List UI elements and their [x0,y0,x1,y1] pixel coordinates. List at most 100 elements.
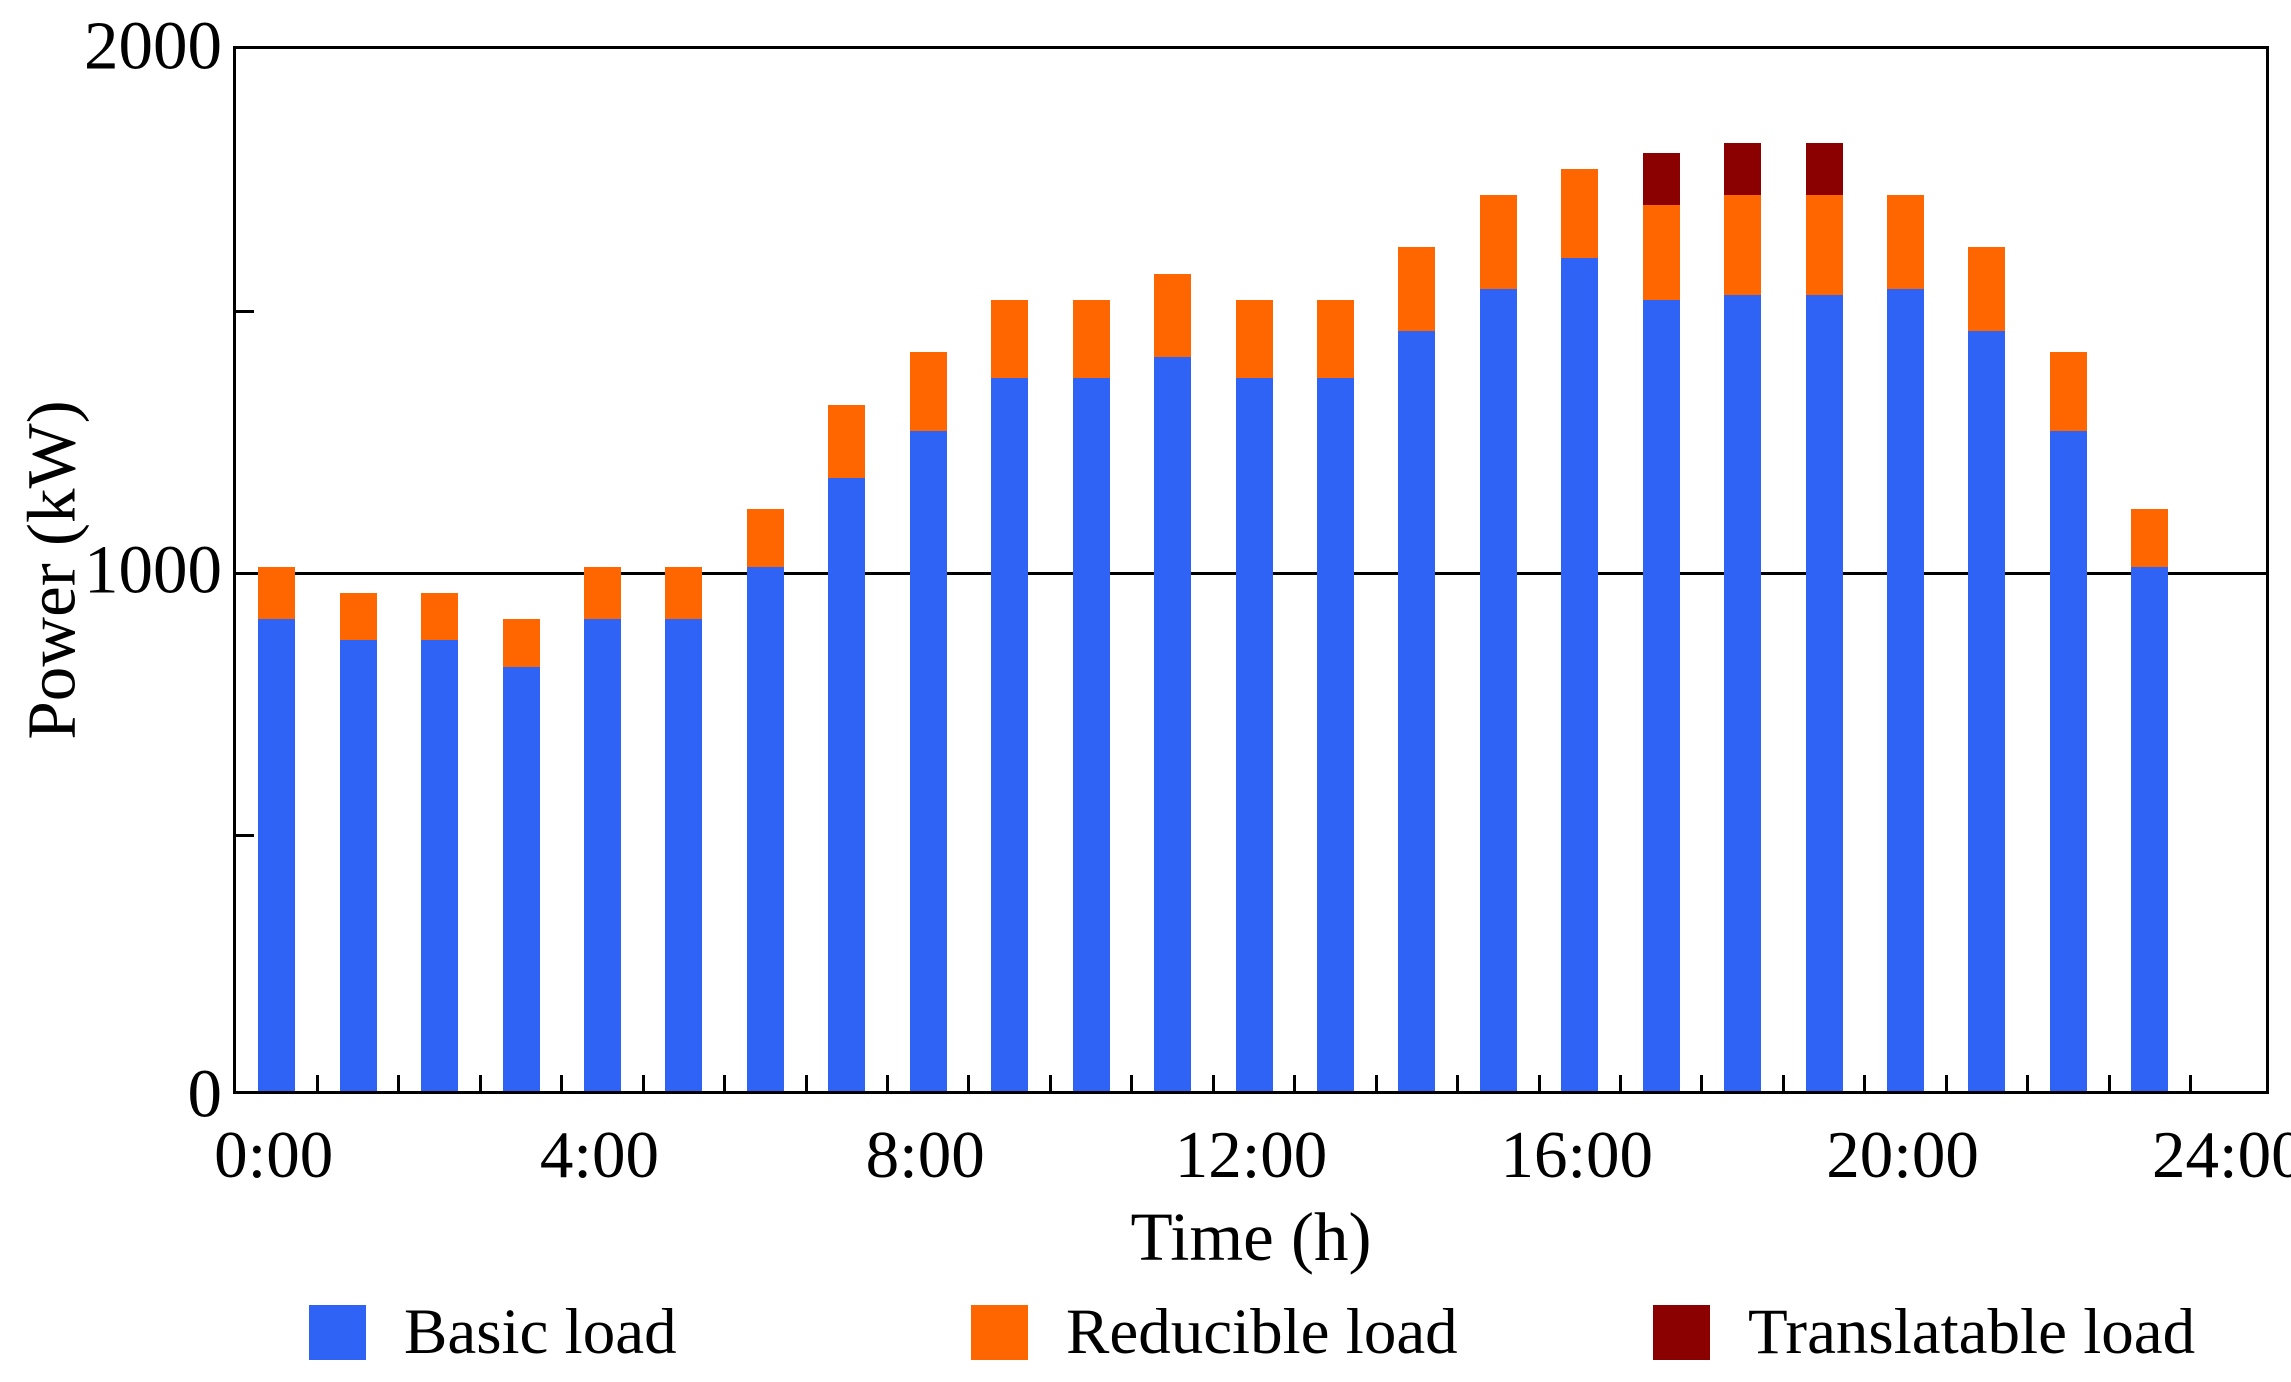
x-minor-tick [1374,1075,1378,1091]
bar-segment-reducible-load [1561,168,1599,258]
legend-item-basic-load: Basic load [309,1300,677,1365]
x-axis-title: Time (h) [1130,1199,1372,1275]
bar-segment-basic-load [1316,378,1354,1091]
bar-2300 [2131,509,2169,1091]
x-minor-tick [967,1075,971,1091]
bar-segment-reducible-load [1316,299,1354,379]
bar-segment-reducible-load [1235,299,1273,379]
bar-segment-basic-load [828,477,866,1091]
bar-2100 [1968,247,2006,1091]
bar-segment-reducible-load [746,509,784,567]
bar-segment-reducible-load [1887,194,1925,290]
legend-item-reducible-load: Reducible load [971,1300,1458,1365]
translatable-load-swatch [1653,1305,1710,1360]
bar-segment-reducible-load [1479,194,1517,290]
bar-1500 [1479,194,1517,1091]
bar-1000 [1072,299,1110,1091]
x-minor-tick [1781,1075,1785,1091]
legend-label: Translatable load [1748,1296,2196,1368]
bar-900 [991,299,1029,1091]
x-tick-label-16: 16:00 [1500,1118,1654,1192]
bar-segment-basic-load [2131,567,2169,1091]
bar-1600 [1561,168,1599,1091]
bar-segment-reducible-load [1398,247,1436,332]
chart-legend: Basic load Reducible load Translatable l… [0,1300,2291,1370]
x-minor-tick [1537,1075,1541,1091]
x-minor-tick [397,1075,401,1091]
x-minor-tick [1944,1075,1948,1091]
bar-segment-reducible-load [1968,247,2006,332]
bar-segment-basic-load [258,619,296,1091]
bar-800 [909,352,947,1091]
bar-1100 [1154,273,1192,1091]
reducible-load-swatch [971,1305,1028,1360]
x-minor-tick [478,1075,482,1091]
x-minor-tick [1293,1075,1297,1091]
bar-segment-reducible-load [1724,194,1762,295]
x-tick-label-4: 4:00 [539,1118,660,1192]
bar-segment-basic-load [1805,294,1843,1091]
bar-200 [421,593,459,1091]
bar-segment-reducible-load [1154,273,1192,358]
bar-segment-reducible-load [502,619,540,667]
bar-segment-basic-load [1072,378,1110,1091]
x-minor-tick [1130,1075,1134,1091]
bar-segment-basic-load [583,619,621,1091]
bar-segment-reducible-load [828,404,866,478]
bar-segment-basic-load [1642,299,1680,1091]
bar-segment-basic-load [1887,289,1925,1091]
bar-segment-basic-load [1398,331,1436,1091]
x-minor-tick [2107,1075,2111,1091]
bar-2000 [1887,194,1925,1091]
bar-segment-basic-load [909,430,947,1091]
bar-segment-basic-load [665,619,703,1091]
y-minor-tick-1500 [236,309,254,313]
bar-segment-reducible-load [258,567,296,620]
bar-segment-basic-load [1235,378,1273,1091]
bar-1200 [1235,299,1273,1091]
legend-label: Basic load [404,1296,677,1368]
x-tick-label-0: 0:00 [214,1118,334,1192]
bar-segment-reducible-load [421,593,459,641]
x-tick-label-20: 20:00 [1826,1118,1979,1192]
bar-segment-translatable-load [1642,153,1680,206]
bar-300 [502,619,540,1091]
bar-segment-basic-load [1724,294,1762,1091]
bar-segment-basic-load [1561,257,1599,1091]
bar-segment-reducible-load [2131,509,2169,567]
bar-segment-reducible-load [583,567,621,620]
basic-load-swatch [309,1305,366,1360]
bar-segment-reducible-load [909,352,947,431]
bar-segment-basic-load [991,378,1029,1091]
bar-segment-reducible-load [991,299,1029,379]
bar-segment-basic-load [746,567,784,1091]
y-tick-label-1000: 1000 [84,531,222,608]
bar-segment-translatable-load [1724,142,1762,195]
x-tick-label-8: 8:00 [865,1118,985,1192]
legend-item-translatable-load: Translatable load [1653,1300,2195,1365]
bar-1300 [1316,299,1354,1091]
bar-segment-reducible-load [1805,194,1843,295]
x-minor-tick [1048,1075,1052,1091]
x-minor-tick [886,1075,890,1091]
x-minor-tick [1700,1075,1704,1091]
bar-segment-reducible-load [339,593,377,641]
bar-segment-basic-load [1968,331,2006,1091]
bar-000 [258,567,296,1091]
bar-segment-basic-load [421,640,459,1091]
bar-400 [583,567,621,1091]
bar-1400 [1398,247,1436,1091]
y-minor-tick-500 [236,833,254,837]
x-minor-tick [641,1075,645,1091]
bar-segment-translatable-load [1805,142,1843,195]
x-minor-tick [1618,1075,1622,1091]
bar-segment-reducible-load [1072,299,1110,379]
bar-500 [665,567,703,1091]
x-minor-tick [560,1075,564,1091]
bar-segment-basic-load [1154,357,1192,1091]
x-minor-tick [1456,1075,1460,1091]
y-tick-label-0: 0 [187,1055,223,1132]
bar-segment-basic-load [1479,289,1517,1091]
bar-segment-basic-load [339,640,377,1091]
